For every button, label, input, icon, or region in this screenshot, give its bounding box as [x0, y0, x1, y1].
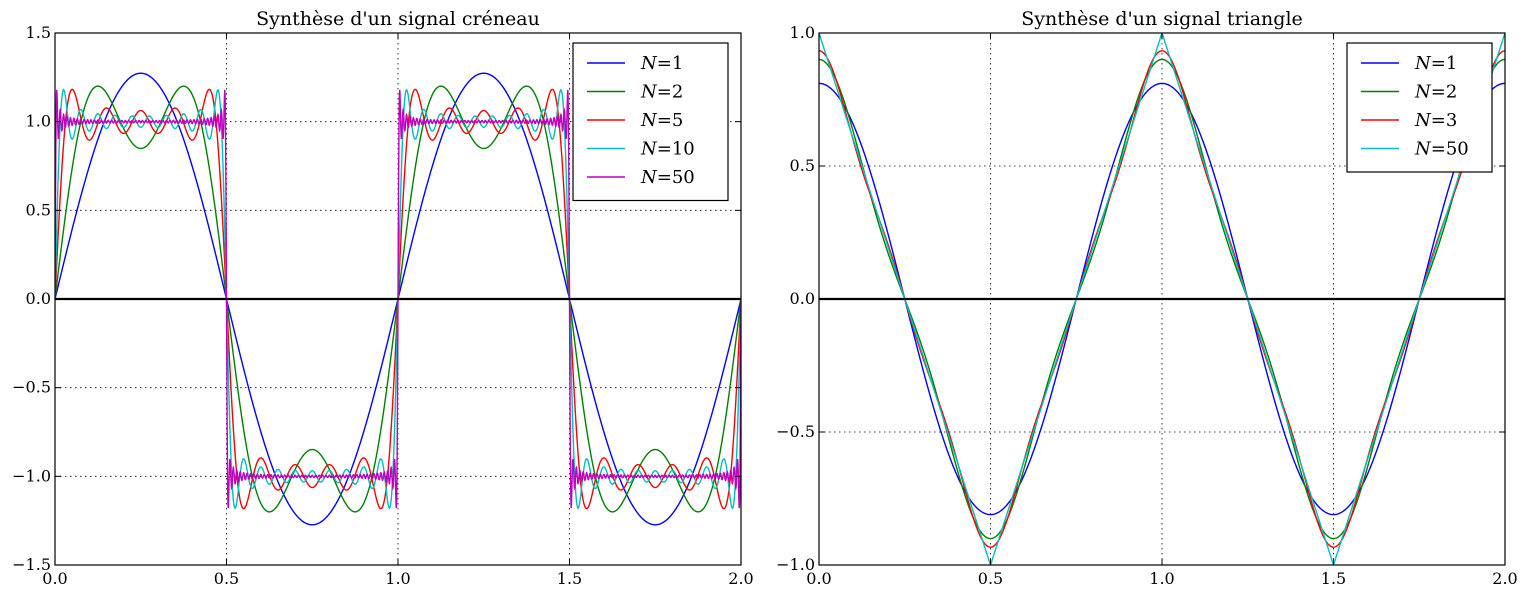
chart-title: Synthèse d'un signal créneau [256, 8, 540, 30]
y-tick-label: 1.0 [26, 112, 51, 131]
legend-label: N=2 [640, 82, 683, 103]
x-tick-label: 1.0 [1149, 569, 1174, 588]
x-tick-label: 0.5 [214, 569, 239, 588]
x-tick-label: 1.0 [385, 569, 410, 588]
legend-label: N=50 [1414, 139, 1469, 160]
square-wave-chart: 0.0 0.5 1.0 1.5 2.0 −1.5 −1.0 −0.5 0.0 0.5 1.0 1.5 S… [12, 8, 754, 588]
legend-label: N=2 [1414, 82, 1457, 103]
y-tick-label: 0.5 [790, 156, 815, 175]
legend-label: N=10 [640, 139, 695, 160]
y-tick-label: 1.0 [790, 23, 815, 42]
x-tick-label: 0.0 [42, 569, 67, 588]
series-line-n-1 [819, 82, 1505, 516]
legend-label: N=50 [640, 167, 695, 188]
y-tick-label: −1.5 [12, 555, 51, 574]
legend-label: N=1 [1414, 53, 1457, 74]
y-tick-label: 0.0 [790, 289, 815, 308]
y-tick-label: 1.5 [26, 23, 51, 42]
y-tick-label: −1.0 [12, 466, 51, 485]
y-tick-label: 0.5 [26, 200, 51, 219]
legend: N=1 N=2 N=3 N=50 [1346, 42, 1493, 173]
ticks [54, 32, 742, 566]
x-tick-label: 1.5 [1321, 569, 1346, 588]
y-tick-label: −1.0 [776, 555, 815, 574]
x-tick-label: 2.0 [728, 569, 753, 588]
legend: N=1 N=2 N=5 N=10 N=50 [572, 42, 729, 202]
triangle-wave-chart: 0.0 0.5 1.0 1.5 2.0 −1.0 −0.5 0.0 0.5 1.0 Synthèse… [776, 8, 1518, 588]
legend-box [572, 42, 729, 202]
legend-label: N=5 [640, 110, 683, 131]
chart-title: Synthèse d'un signal triangle [1021, 8, 1303, 30]
legend-box [1346, 42, 1493, 173]
legend-label: N=1 [640, 53, 683, 74]
ticks [818, 32, 1506, 566]
x-tick-label: 0.0 [806, 569, 831, 588]
x-tick-label: 1.5 [557, 569, 582, 588]
y-tick-label: −0.5 [12, 378, 51, 397]
x-tick-label: 2.0 [1492, 569, 1517, 588]
series-line-n-2 [819, 58, 1505, 540]
legend-label: N=3 [1414, 110, 1457, 131]
y-tick-label: 0.0 [26, 289, 51, 308]
y-tick-label: −0.5 [776, 422, 815, 441]
x-tick-label: 0.5 [978, 569, 1003, 588]
